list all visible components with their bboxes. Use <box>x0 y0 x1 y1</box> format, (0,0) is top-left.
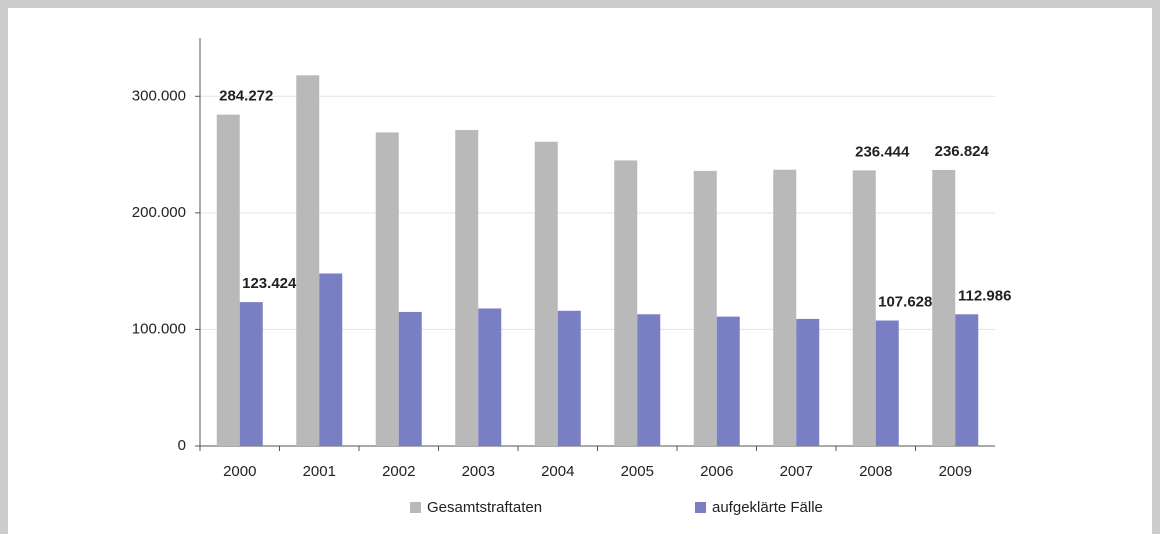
data-label: 236.824 <box>935 143 990 160</box>
bar <box>239 302 263 446</box>
legend-swatch <box>410 502 421 513</box>
x-tick-label: 2002 <box>382 463 415 480</box>
x-tick-label: 2004 <box>541 463 574 480</box>
bar <box>773 169 797 446</box>
x-tick-label: 2006 <box>700 463 733 480</box>
bar <box>693 170 717 447</box>
bar <box>955 314 979 446</box>
bar <box>296 75 320 446</box>
bar <box>716 316 740 446</box>
x-tick-label: 2009 <box>939 463 972 480</box>
y-tick-label: 300.000 <box>132 87 186 104</box>
y-tick-label: 0 <box>178 437 186 454</box>
bar <box>375 132 399 446</box>
x-tick-label: 2001 <box>303 463 336 480</box>
bar <box>534 141 558 446</box>
data-label: 123.424 <box>242 275 297 292</box>
x-tick-label: 2003 <box>462 463 495 480</box>
data-label: 236.444 <box>855 143 910 160</box>
y-tick-label: 200.000 <box>132 204 186 221</box>
bar <box>398 311 422 446</box>
bar <box>852 170 876 447</box>
legend-label: aufgeklärte Fälle <box>712 499 823 516</box>
x-tick-label: 2005 <box>621 463 654 480</box>
data-label: 107.628 <box>878 294 932 311</box>
x-tick-label: 2000 <box>223 463 256 480</box>
data-label: 284.272 <box>219 88 273 105</box>
x-tick-label: 2008 <box>859 463 892 480</box>
bar <box>796 318 820 446</box>
bar <box>614 160 638 446</box>
bar <box>557 310 581 446</box>
bar <box>216 114 240 447</box>
bar <box>932 169 956 446</box>
bar <box>875 320 899 446</box>
bar <box>478 308 502 446</box>
bar <box>637 314 661 446</box>
bar <box>319 273 343 446</box>
legend-swatch <box>695 502 706 513</box>
bar <box>455 130 479 446</box>
x-tick-label: 2007 <box>780 463 813 480</box>
legend-label: Gesamtstraftaten <box>427 499 542 516</box>
data-label: 112.986 <box>958 287 1011 304</box>
y-tick-label: 100.000 <box>132 320 186 337</box>
